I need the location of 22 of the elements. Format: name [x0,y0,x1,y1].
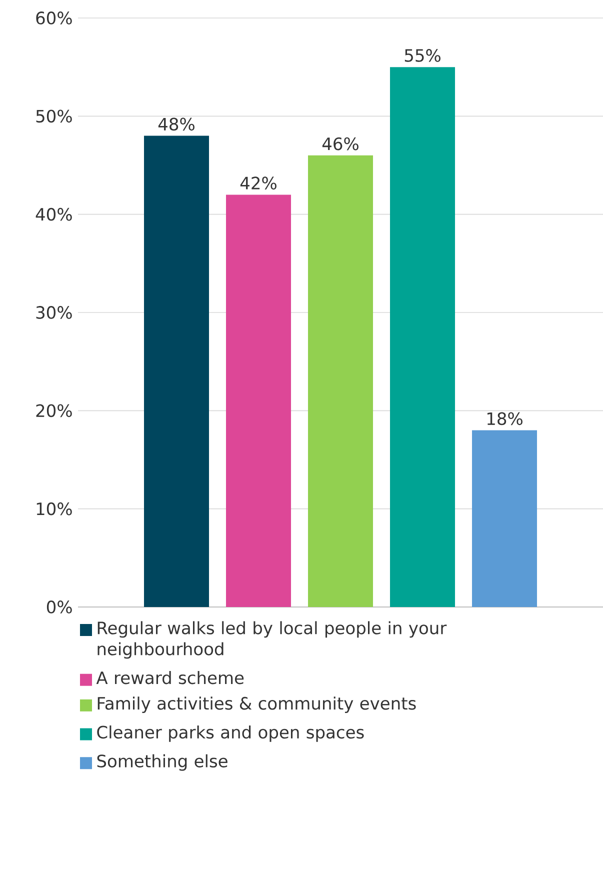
y-tick-label: 40% [36,208,72,221]
data-label: 48% [158,118,194,131]
data-label: 18% [487,412,522,426]
legend-label: A reward scheme [96,671,244,684]
bar [226,194,292,607]
bar [472,430,538,607]
y-tick-label: 10% [36,502,72,516]
legend-label: Cleaner parks and open spaces [97,725,364,742]
bar [308,155,374,607]
y-tick-label: 50% [36,110,72,123]
data-label: 46% [322,137,358,150]
legend-label: Something else [97,754,228,771]
y-tick-label: 20% [36,404,72,418]
data-label: 42% [240,176,276,190]
bar [144,136,209,607]
y-tick-label: 0% [46,600,72,614]
bar [390,67,456,607]
data-label: 55% [404,49,440,62]
legend-label: Family activities & community events [98,696,416,714]
y-tick-label: 30% [36,306,72,319]
legend-label: Regular walks led by local people in your neighbourhood [98,621,447,659]
y-tick-label: 60% [36,12,72,24]
